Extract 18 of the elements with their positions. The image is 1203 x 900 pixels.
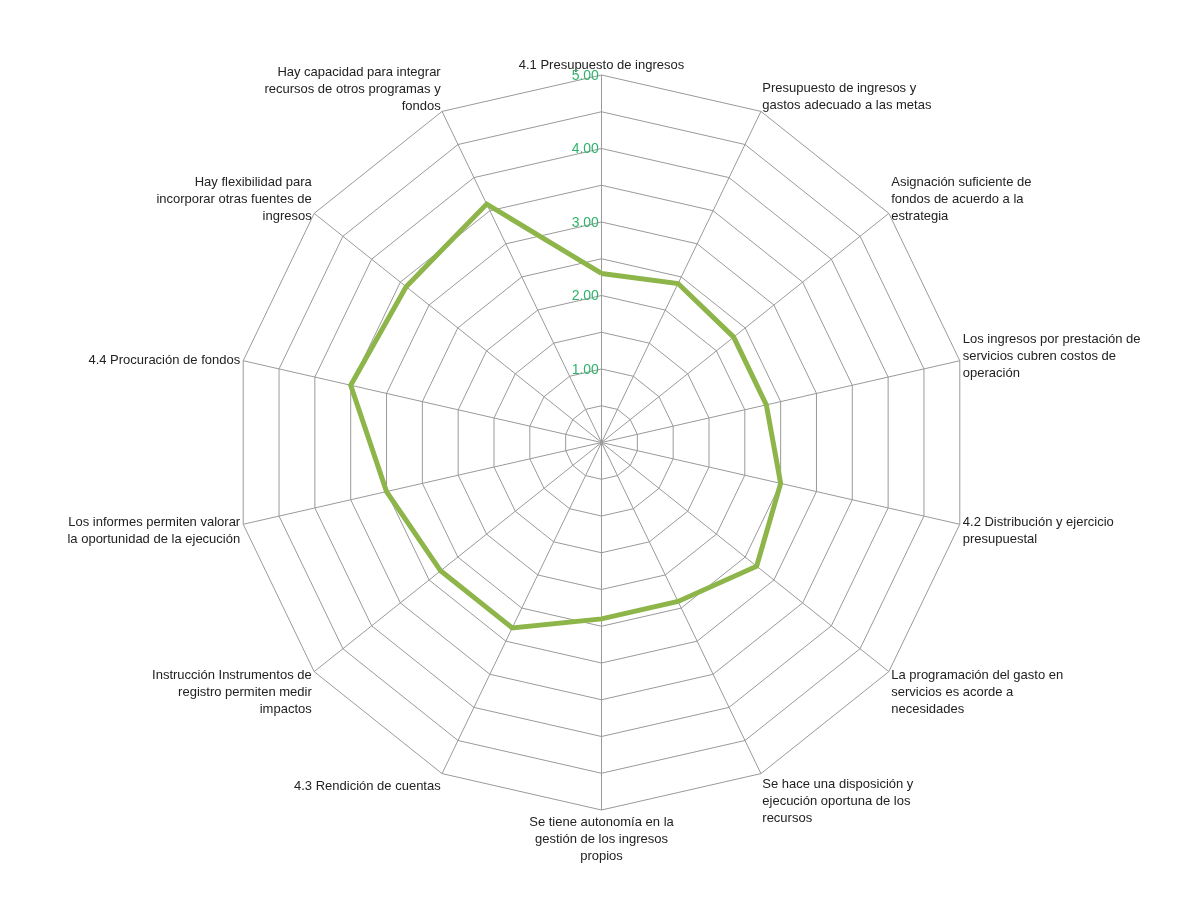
- y-tick-label: 1.00: [571, 360, 600, 377]
- spoke-label: Presupuesto de ingresos y gastos adecuado a las metas: [762, 80, 932, 113]
- spoke-label: Los ingresos por prestación de servicios cubren costos de operación: [962, 331, 1141, 381]
- spoke-label: 4.4 Procuración de fondos: [88, 351, 241, 367]
- spoke-label: 4.2 Distribución y ejercicio presupuestal: [962, 513, 1114, 546]
- spoke-label: 4.1 Presupuesto de ingresos: [518, 57, 685, 73]
- y-tick-label: 3.00: [571, 213, 600, 230]
- spoke-label: Se hace una disposición y ejecución oportuna de los recursos: [762, 776, 914, 826]
- spoke-label: Los informes permiten valorar la oportunidad de la ejecución: [67, 513, 241, 546]
- spoke-label: La programación del gasto en servicios es acorde a necesidades: [891, 666, 1064, 716]
- spoke-label: Asignación suficiente de fondos de acuerdo a la estrategia: [891, 173, 1032, 223]
- y-tick-label: 2.00: [571, 287, 600, 304]
- spoke-label: Instrucción Instrumentos de registro permiten medir impactos: [152, 666, 313, 716]
- spoke-label: 4.3 Rendición de cuentas: [293, 778, 442, 794]
- spoke-label: Se tiene autonomía en la gestión de los ingresos propios: [529, 814, 675, 863]
- y-tick-label: 4.00: [571, 140, 600, 157]
- spoke-label: Hay capacidad para integrar recursos de otros programas y fondos: [264, 64, 442, 113]
- spoke-label: Hay flexibilidad para incorporar otras fuentes de ingresos: [156, 173, 313, 223]
